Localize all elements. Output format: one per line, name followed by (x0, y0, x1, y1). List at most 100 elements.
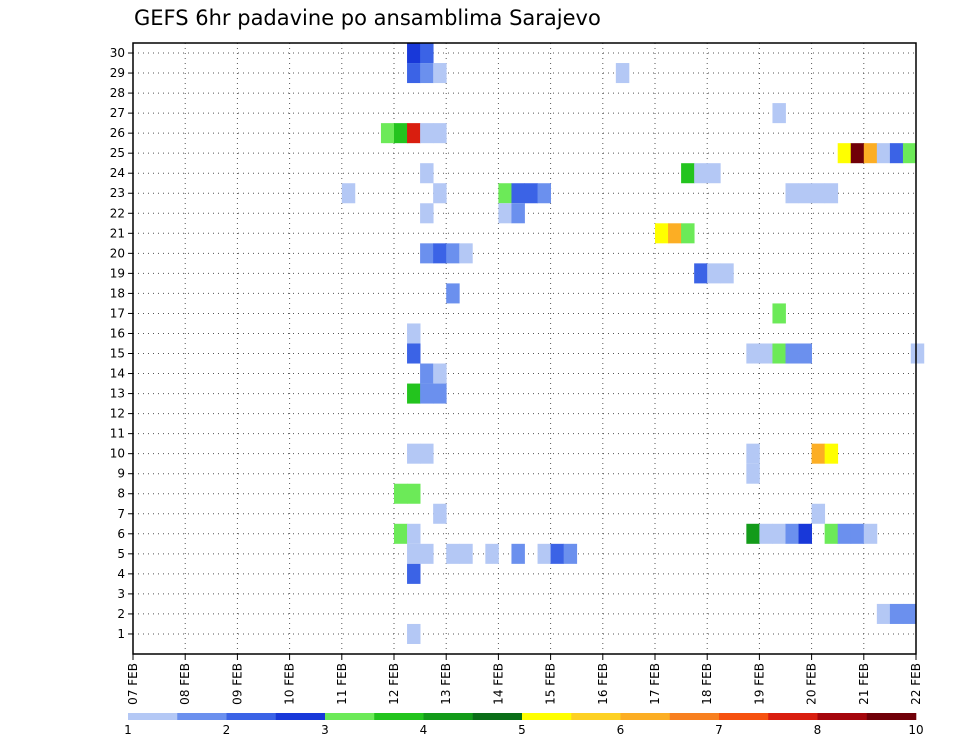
y-tick-label: 8 (117, 487, 125, 501)
data-cell (446, 283, 460, 304)
data-cell (498, 203, 512, 224)
legend-tick-label: 1 (124, 723, 132, 737)
y-tick-label: 11 (110, 427, 125, 441)
data-cell (772, 103, 786, 124)
data-cell (537, 543, 551, 564)
y-tick-label: 4 (117, 567, 125, 581)
legend-swatch (325, 713, 375, 720)
legend-swatch (275, 713, 326, 720)
legend-tick-label: 5 (518, 723, 526, 737)
y-tick-label: 18 (110, 286, 125, 300)
legend-tick-label: 8 (814, 723, 822, 737)
y-tick-label: 14 (110, 367, 125, 381)
data-cell (694, 263, 708, 284)
x-tick-label: 07 FEB (126, 663, 140, 705)
y-tick-label: 10 (110, 447, 125, 461)
data-cell (837, 143, 852, 164)
y-tick-label: 17 (110, 306, 125, 320)
data-cell (694, 163, 708, 184)
data-cell (811, 443, 826, 464)
data-cell (850, 523, 865, 544)
data-cell (446, 243, 460, 264)
data-cell (459, 543, 473, 564)
data-cell (420, 443, 434, 464)
data-cell (420, 543, 434, 564)
data-cell (785, 343, 799, 364)
x-tick-label: 10 FEB (283, 663, 297, 705)
data-cell (511, 183, 525, 204)
color-legend: 1234567810121520 (124, 713, 924, 737)
data-cell (772, 523, 786, 544)
data-cell (850, 143, 865, 164)
legend-swatch (177, 713, 227, 720)
data-cell (902, 143, 917, 164)
y-tick-label: 16 (110, 326, 125, 340)
data-cell (811, 503, 826, 524)
y-tick-label: 19 (110, 266, 125, 280)
y-tick-label: 9 (117, 467, 125, 481)
data-cell (420, 163, 434, 184)
x-tick-label: 19 FEB (752, 663, 766, 705)
data-cell (837, 523, 852, 544)
legend-tick-label: 10 (908, 723, 923, 737)
data-cell (824, 183, 839, 204)
legend-swatch (866, 713, 917, 720)
data-cell (824, 523, 839, 544)
data-cell (910, 343, 925, 364)
y-tick-label: 20 (110, 246, 125, 260)
x-tick-label: 15 FEB (544, 663, 558, 705)
data-cell (798, 183, 812, 204)
data-cell (433, 63, 447, 84)
data-cell (720, 263, 734, 284)
data-cell (759, 523, 773, 544)
data-cell (407, 123, 421, 144)
data-cell (563, 543, 578, 564)
x-tick-label: 20 FEB (805, 663, 819, 705)
legend-swatch (374, 713, 424, 720)
legend-tick-label: 3 (321, 723, 329, 737)
legend-swatch (128, 713, 178, 720)
data-cell (707, 163, 721, 184)
y-tick-label: 15 (110, 347, 125, 361)
data-cell (811, 183, 826, 204)
data-cell (407, 383, 421, 404)
data-cell (420, 123, 434, 144)
data-cell (407, 343, 421, 364)
legend-swatch (423, 713, 474, 720)
data-cell (511, 543, 525, 564)
y-tick-label: 7 (117, 507, 125, 521)
y-tick-label: 1 (117, 627, 125, 641)
x-tick-label: 08 FEB (178, 663, 192, 705)
data-cell (394, 483, 408, 504)
legend-tick-label: 7 (715, 723, 723, 737)
data-cell (902, 603, 917, 624)
data-cell (498, 183, 512, 204)
data-cell (407, 63, 421, 84)
y-axis-ticks: 1234567891011121314151617181920212223242… (110, 46, 133, 641)
y-tick-label: 30 (110, 46, 125, 60)
legend-swatch (620, 713, 671, 720)
x-tick-label: 21 FEB (857, 663, 871, 705)
plot-frame (132, 42, 917, 655)
data-cell (746, 343, 760, 364)
legend-swatch (768, 713, 818, 720)
data-cell (433, 363, 447, 384)
chart-title: GEFS 6hr padavine po ansamblima Sarajevo (134, 6, 601, 30)
y-tick-label: 28 (110, 86, 125, 100)
data-cell (824, 443, 839, 464)
data-cell (615, 63, 630, 84)
data-cell (446, 543, 460, 564)
data-cell (863, 143, 878, 164)
data-cell (746, 463, 760, 484)
data-cell (407, 483, 421, 504)
x-tick-label: 13 FEB (439, 663, 453, 705)
data-cell (420, 363, 434, 384)
data-cell (798, 523, 812, 544)
data-cell (380, 123, 395, 144)
y-tick-label: 3 (117, 587, 125, 601)
data-cell (420, 43, 434, 64)
data-cell (407, 523, 421, 544)
data-cell (707, 263, 721, 284)
y-tick-label: 12 (110, 407, 125, 421)
legend-swatch (226, 713, 277, 720)
